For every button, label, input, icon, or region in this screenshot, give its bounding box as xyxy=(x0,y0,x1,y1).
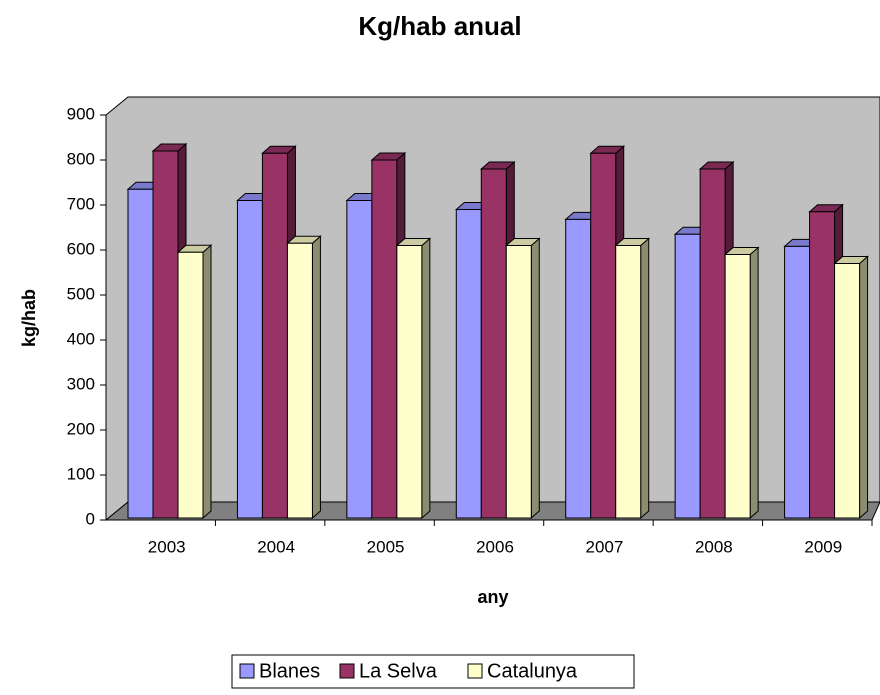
bar xyxy=(261,152,288,519)
bar xyxy=(127,188,154,519)
legend-swatch xyxy=(339,663,355,679)
bar-side xyxy=(202,244,212,520)
legend-label: Blanes xyxy=(259,660,320,682)
y-tick-label: 900 xyxy=(67,104,95,123)
legend-items: Blanes La Selva Catalunya xyxy=(239,660,578,682)
y-tick-label: 800 xyxy=(67,149,95,168)
legend-swatch xyxy=(239,663,255,679)
x-tick-label: 2003 xyxy=(148,537,186,556)
y-tick-label: 0 xyxy=(86,509,95,528)
x-tick-label: 2007 xyxy=(586,537,624,556)
bar-side xyxy=(421,237,431,520)
bar-side xyxy=(859,255,869,520)
y-tick-label: 200 xyxy=(67,419,95,438)
y-tick-label: 300 xyxy=(67,374,95,393)
x-tick-label: 2008 xyxy=(695,537,733,556)
bar xyxy=(177,251,204,519)
legend-label: La Selva xyxy=(359,660,438,682)
bar-side xyxy=(530,237,540,520)
bar xyxy=(565,218,592,519)
y-tick-label: 400 xyxy=(67,329,95,348)
bar xyxy=(371,159,398,519)
x-tick-label: 2005 xyxy=(367,537,405,556)
bar xyxy=(699,168,726,519)
y-axis-label: kg/hab xyxy=(19,289,39,347)
bar xyxy=(346,200,373,519)
chart-title: Kg/hab anual xyxy=(358,11,521,41)
legend-label: Catalunya xyxy=(487,660,578,682)
y-tick-label: 700 xyxy=(67,194,95,213)
x-axis-label: any xyxy=(477,587,508,607)
bar xyxy=(396,245,423,519)
bar-side xyxy=(311,235,321,520)
bar xyxy=(590,152,617,519)
bar xyxy=(834,263,861,519)
legend xyxy=(231,654,635,689)
bar-side xyxy=(749,246,759,520)
bar xyxy=(505,245,532,519)
bar xyxy=(674,233,701,519)
y-tick-label: 100 xyxy=(67,464,95,483)
y-tick-label: 500 xyxy=(67,284,95,303)
bar xyxy=(152,150,179,519)
x-tick-label: 2009 xyxy=(804,537,842,556)
bar xyxy=(615,245,642,519)
bar xyxy=(809,211,836,519)
bar xyxy=(236,200,263,519)
bar xyxy=(724,254,751,519)
bar-side xyxy=(640,237,650,520)
bar xyxy=(455,209,482,519)
y-tick-label: 600 xyxy=(67,239,95,258)
plot: 0 100 200 300 400 500 600 700 800 900 2003 2004 2005… xyxy=(67,104,873,556)
bar xyxy=(480,168,507,519)
x-tick-label: 2004 xyxy=(257,537,295,556)
x-tick-label: 2006 xyxy=(476,537,514,556)
bar xyxy=(784,245,811,519)
legend-swatch xyxy=(467,663,483,679)
bar xyxy=(286,242,313,519)
